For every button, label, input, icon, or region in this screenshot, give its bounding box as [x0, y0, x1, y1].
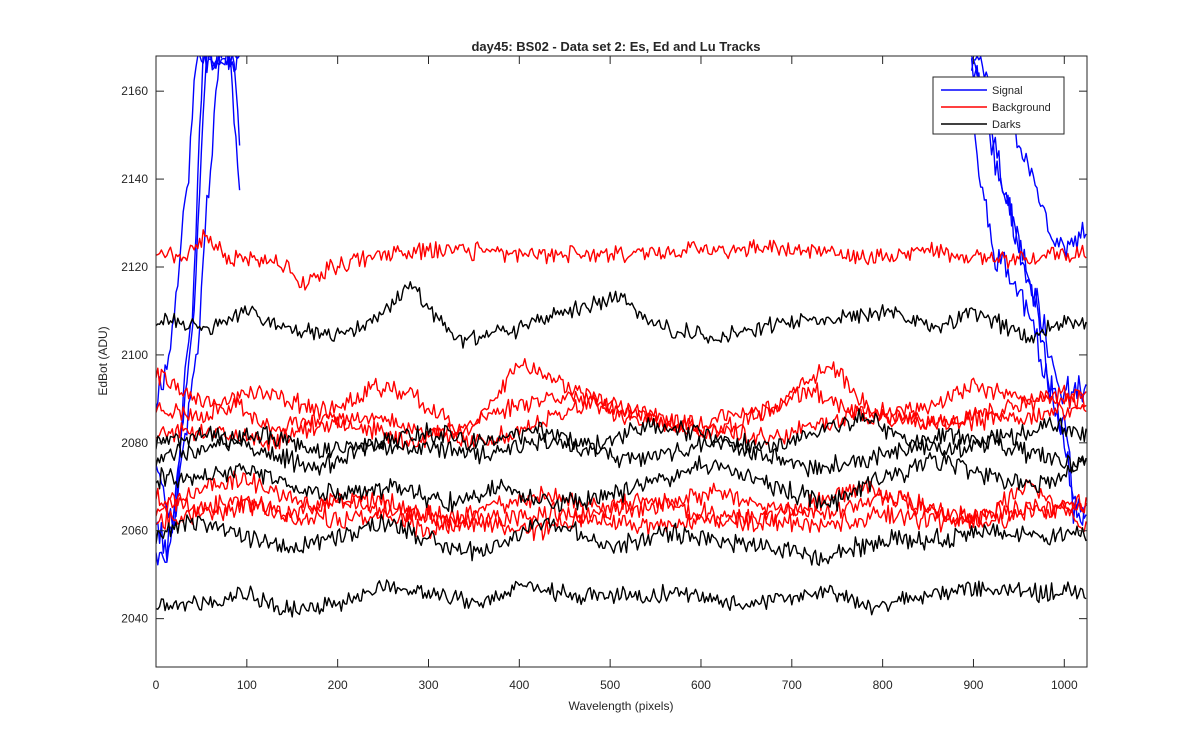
y-tick-label: 2040: [121, 612, 148, 626]
series-line-background: [156, 470, 1087, 542]
chart-title: day45: BS02 - Data set 2: Es, Ed and Lu …: [471, 39, 760, 54]
y-tick-label: 2060: [121, 524, 148, 538]
series-line-background: [156, 482, 1087, 531]
series-line-darks: [156, 281, 1087, 349]
x-tick-label: 700: [782, 678, 802, 692]
x-tick-label: 500: [600, 678, 620, 692]
x-tick-label: 900: [963, 678, 983, 692]
series-line-background: [156, 384, 1087, 452]
x-tick-label: 1000: [1051, 678, 1078, 692]
y-tick-label: 2120: [121, 260, 148, 274]
y-tick-label: 2160: [121, 84, 148, 98]
series-line-background: [156, 492, 1087, 537]
y-axis-label: EdBot (ADU): [96, 326, 110, 395]
y-tick-label: 2080: [121, 436, 148, 450]
x-tick-label: 300: [418, 678, 438, 692]
series-line-background: [156, 358, 1087, 436]
legend-label-darks: Darks: [992, 119, 1021, 131]
legend: Signal Background Darks: [932, 76, 1065, 135]
series-line-darks: [156, 452, 1087, 513]
x-tick-label: 600: [691, 678, 711, 692]
plot-frame: [155, 55, 1088, 668]
series-line-darks: [156, 513, 1087, 567]
legend-label-signal: Signal: [992, 85, 1023, 97]
x-tick-label: 0: [153, 678, 160, 692]
series-line-darks: [156, 408, 1087, 476]
y-tick-label: 2140: [121, 172, 148, 186]
x-tick-label: 800: [873, 678, 893, 692]
x-tick-label: 100: [237, 678, 257, 692]
y-tick-label: 2100: [121, 348, 148, 362]
x-axis: 0 100 200 300 400 500 600 700 800 900 1000: [153, 56, 1078, 692]
series-line-darks: [156, 425, 1087, 478]
x-tick-label: 400: [509, 678, 529, 692]
series-line-signal: [156, 56, 1087, 566]
y-axis: 2040 2060 2080 2100 2120 2140 2160: [121, 84, 1087, 626]
x-axis-label: Wavelength (pixels): [569, 699, 674, 713]
x-tick-label: 200: [328, 678, 348, 692]
series-line-background: [156, 229, 1087, 291]
series-line-darks: [156, 579, 1087, 618]
legend-label-background: Background: [992, 102, 1051, 114]
series-layer: [156, 56, 1087, 618]
